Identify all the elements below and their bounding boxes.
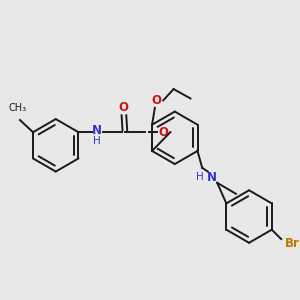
Text: N: N bbox=[92, 124, 102, 137]
Text: O: O bbox=[152, 94, 162, 107]
Text: H: H bbox=[93, 136, 101, 146]
Text: CH₃: CH₃ bbox=[9, 103, 27, 113]
Text: O: O bbox=[159, 126, 169, 139]
Text: H: H bbox=[196, 172, 204, 182]
Text: N: N bbox=[207, 171, 217, 184]
Text: O: O bbox=[118, 101, 128, 114]
Text: Br: Br bbox=[285, 237, 300, 250]
